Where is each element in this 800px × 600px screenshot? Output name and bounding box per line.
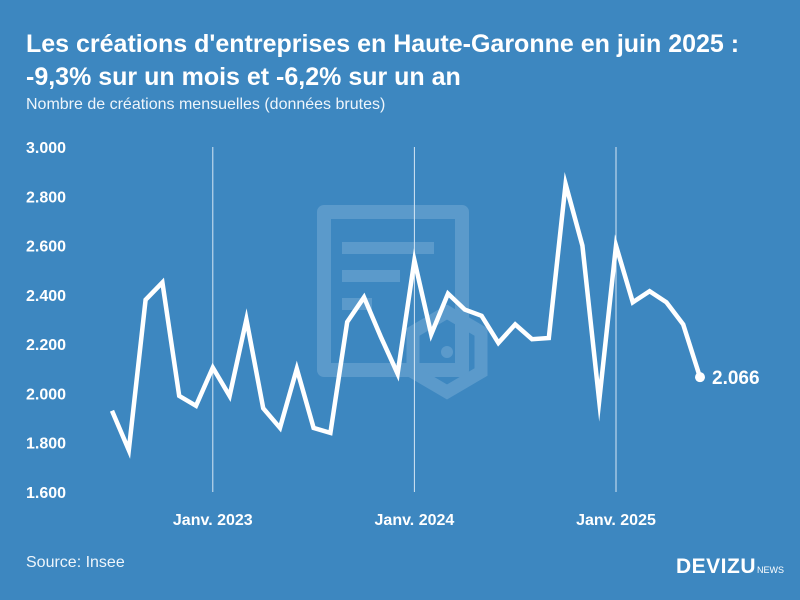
y-tick-label-4: 2.200 xyxy=(26,337,66,354)
y-tick-label-7: 1.600 xyxy=(26,485,66,502)
end-value-label: 2.066 xyxy=(712,368,760,389)
y-tick-label-2: 2.600 xyxy=(26,239,66,256)
x-tick-label-1: Janv. 2024 xyxy=(375,512,455,529)
y-tick-label-3: 2.400 xyxy=(26,288,66,305)
y-tick-label-6: 1.800 xyxy=(26,436,66,453)
gridlines xyxy=(212,147,617,492)
document-watermark-icon xyxy=(317,205,488,400)
x-axis-ticks: Janv. 2023 Janv. 2024 Janv. 2025 xyxy=(173,512,656,529)
x-tick-label-0: Janv. 2023 xyxy=(173,512,253,529)
devizu-logo: DEVIZUNEWS xyxy=(676,556,784,581)
y-axis-ticks: 3.000 2.800 2.600 2.400 2.200 2.000 1.800 1.600 xyxy=(26,140,66,502)
series-layer xyxy=(109,171,703,459)
end-marker-group: 2.066 xyxy=(695,368,760,389)
chart-title: Les créations d'entreprises en Haute-Gar… xyxy=(26,30,740,91)
chart-subtitle: Nombre de créations mensuelles (données … xyxy=(26,96,386,113)
y-tick-label-0: 3.000 xyxy=(26,140,66,157)
y-tick-label-1: 2.800 xyxy=(26,189,66,206)
series-line xyxy=(109,171,703,459)
brand-sub: NEWS xyxy=(757,565,785,575)
brand-name: DEVIZU xyxy=(676,555,757,578)
y-tick-label-5: 2.000 xyxy=(26,386,66,403)
source-note: Source: Insee xyxy=(26,554,125,571)
end-marker xyxy=(695,372,705,383)
x-tick-label-2: Janv. 2025 xyxy=(576,512,656,529)
